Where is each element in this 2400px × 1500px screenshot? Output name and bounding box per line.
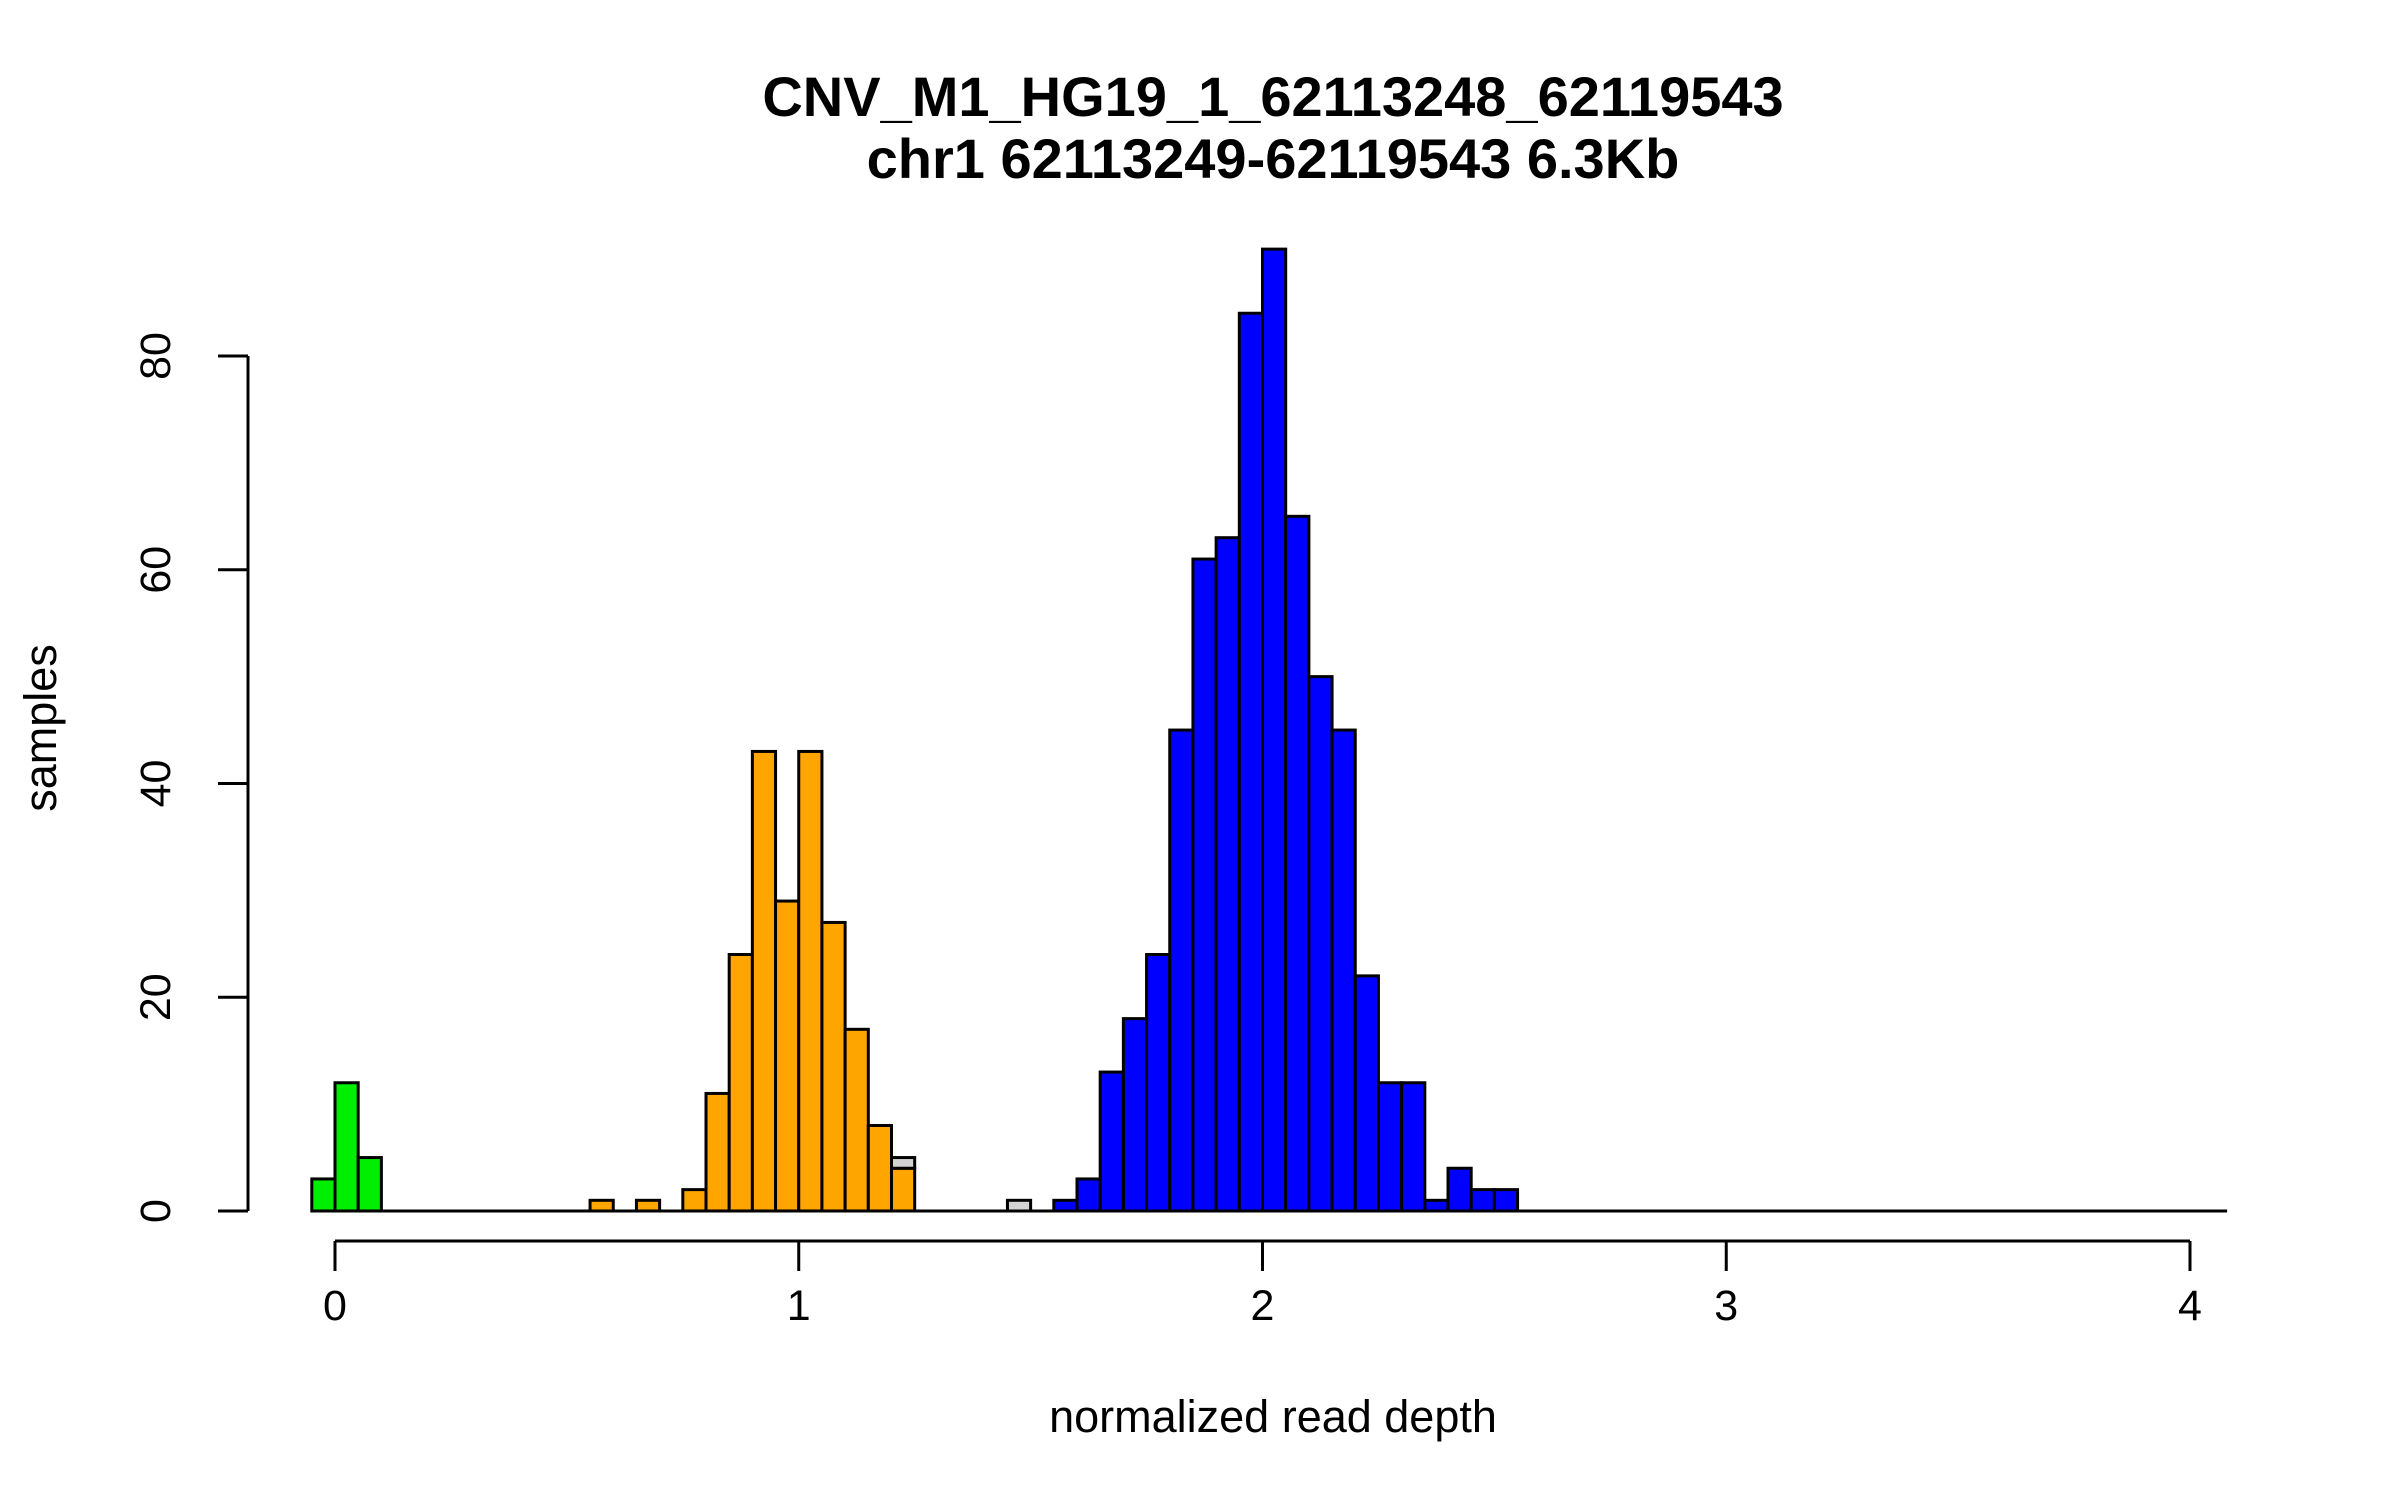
histogram-bar [1145,953,1172,1213]
histogram-bar [1191,557,1218,1213]
histogram-bar [1075,1177,1102,1213]
histogram-bar [333,1081,360,1213]
histogram-bar [797,749,824,1213]
y-axis: 0 20 40 60 80 [132,332,250,1223]
histogram-bar [1446,1166,1473,1213]
histogram-bar [1214,536,1241,1213]
histogram-bar [843,1027,870,1213]
chart-subtitle: chr1 62113249-62119543 6.3Kb [867,127,1680,190]
histogram-bar [750,749,778,1213]
x-axis: 0 1 2 3 4 [323,1239,2202,1330]
histogram-bar [1330,728,1357,1213]
histogram-bar [1237,311,1264,1213]
histogram-bar [890,1166,917,1213]
y-tick-label: 0 [132,1199,180,1223]
y-tick-label: 40 [132,760,180,808]
histogram-bar [310,1177,337,1213]
histogram-bar [1005,1198,1033,1213]
histogram-bar [681,1188,708,1213]
histogram-bar [588,1198,615,1213]
histogram-bar [1307,675,1334,1213]
histogram-bar [1168,728,1195,1213]
histogram-bar [727,953,754,1213]
histogram-bar [1400,1081,1427,1213]
histogram-bar [820,920,847,1213]
y-tick-label: 80 [132,332,180,380]
x-tick-label: 4 [2178,1282,2202,1330]
histogram-bar [704,1091,731,1213]
histogram-bar [1423,1198,1450,1213]
x-axis-label: normalized read depth [1049,1391,1497,1442]
y-tick-label: 20 [132,973,180,1021]
histogram-bar [774,899,801,1213]
histogram-bar [1098,1070,1125,1213]
x-tick-label: 1 [787,1282,811,1330]
histogram-bar [356,1156,383,1213]
y-tick-label: 60 [132,546,180,594]
histogram-bar [1284,514,1311,1213]
x-tick-label: 2 [1251,1282,1275,1330]
histogram-bar [1261,247,1288,1213]
histogram-bar [1353,974,1380,1213]
chart-title: CNV_M1_HG19_1_62113248_62119543 [762,65,1783,128]
y-axis-label: samples [15,644,66,812]
x-tick-label: 3 [1714,1282,1738,1330]
histogram-bar [1121,1017,1149,1213]
histogram-bars [310,247,1520,1213]
histogram-bar [1052,1198,1079,1213]
histogram-bar [890,1156,917,1170]
histogram-bar [1469,1188,1496,1213]
histogram-bar [866,1124,893,1213]
histogram-bar [634,1198,662,1213]
histogram-bar [1376,1081,1404,1213]
histogram-bar [1492,1188,1520,1213]
x-tick-label: 0 [323,1282,347,1330]
